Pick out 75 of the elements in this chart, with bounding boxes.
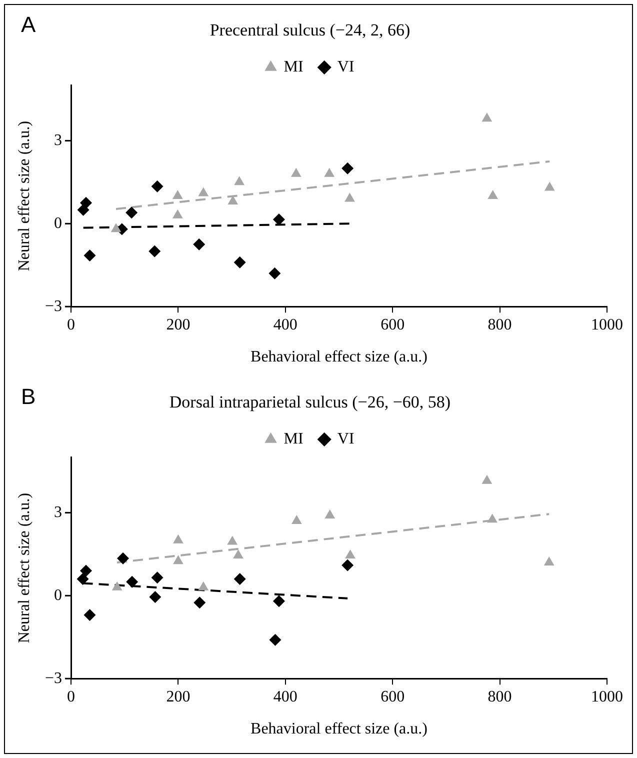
- y-tick-label: 0: [54, 586, 62, 604]
- y-tick-label: 3: [54, 504, 62, 521]
- point: [324, 509, 336, 518]
- text: A: [21, 12, 36, 38]
- point: [342, 559, 354, 572]
- point: [544, 182, 555, 191]
- x-tick-label: 800: [488, 316, 512, 334]
- point: [290, 168, 302, 177]
- point: [110, 223, 122, 232]
- point: [342, 162, 354, 174]
- x-tick-label: 200: [166, 688, 190, 706]
- point: [488, 190, 498, 199]
- point: [80, 564, 92, 577]
- x-tick-label: 1000: [591, 316, 623, 334]
- y-tick-label: −3: [44, 298, 62, 315]
- point: [227, 536, 238, 545]
- point: [151, 180, 164, 192]
- point: [324, 168, 335, 177]
- y-axis-title: Neural effect size (a.u.): [16, 492, 33, 644]
- point: [291, 514, 302, 524]
- y-tick-label: 3: [54, 132, 62, 149]
- point: [193, 238, 206, 250]
- x-tick-label: 0: [67, 316, 75, 334]
- x-tick-label: 400: [273, 688, 298, 706]
- x-axis-title: Behavioral effect size (a.u.): [250, 348, 428, 366]
- y-tick-label: −3: [44, 670, 62, 687]
- point: [112, 581, 122, 590]
- point: [268, 267, 281, 280]
- x-tick-label: 800: [488, 688, 512, 706]
- point: [149, 591, 162, 604]
- point: [234, 176, 244, 186]
- legend-label: MI: [284, 430, 304, 448]
- point: [84, 249, 96, 262]
- point: [151, 572, 164, 584]
- point: [269, 634, 282, 646]
- point: [482, 474, 492, 484]
- y-axis-title: Neural effect size (a.u.): [16, 120, 33, 272]
- x-tick-label: 200: [166, 316, 190, 334]
- x-tick-label: 1000: [591, 688, 623, 706]
- text: B: [21, 384, 36, 410]
- x-axis-title: Behavioral effect size (a.u.): [250, 720, 428, 738]
- point: [172, 190, 183, 199]
- chart-title: Dorsal intraparietal sulcus (−26, −60, 58): [169, 392, 451, 412]
- point: [194, 596, 206, 609]
- point: [76, 573, 89, 586]
- y-tick-label: 0: [54, 214, 62, 232]
- point: [126, 576, 138, 588]
- point: [173, 534, 184, 544]
- point: [80, 196, 92, 209]
- legend-label: MI: [284, 58, 304, 76]
- point: [234, 573, 246, 586]
- point: [116, 552, 129, 564]
- x-tick-label: 600: [380, 688, 405, 706]
- x-tick-label: 0: [67, 688, 75, 706]
- point: [544, 556, 554, 566]
- point: [487, 514, 498, 523]
- chart-title: Precentral sulcus (−24, 2, 66): [210, 20, 410, 40]
- point: [234, 256, 246, 268]
- point: [126, 206, 138, 219]
- x-tick-label: 600: [380, 316, 405, 334]
- legend-label: VI: [337, 430, 354, 448]
- point: [228, 196, 238, 205]
- point: [198, 187, 209, 196]
- point: [173, 555, 184, 564]
- point: [148, 245, 161, 258]
- point: [345, 550, 356, 559]
- point: [84, 609, 96, 622]
- point: [344, 192, 355, 202]
- point: [198, 581, 209, 590]
- point: [233, 550, 244, 559]
- x-tick-label: 400: [273, 316, 298, 334]
- point: [482, 112, 492, 122]
- legend-label: VI: [337, 58, 354, 76]
- point: [172, 209, 183, 218]
- point: [272, 595, 285, 608]
